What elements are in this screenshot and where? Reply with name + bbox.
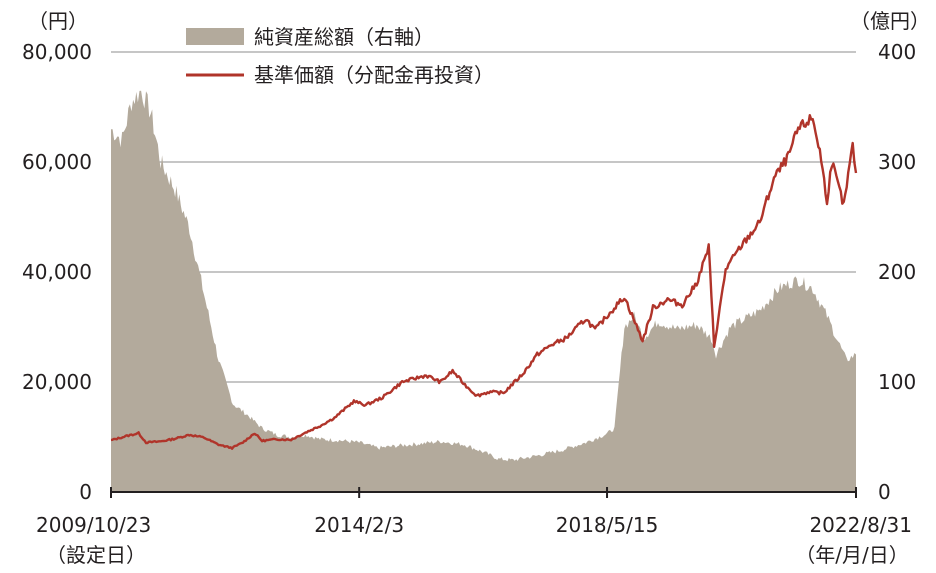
y-left-tick-label: 40,000 <box>22 260 92 284</box>
y-left-tick-label: 80,000 <box>22 40 92 64</box>
net-assets-area-layer <box>111 90 856 493</box>
nav-line-layer <box>110 114 858 450</box>
legend: 純資産総額（右軸） 基準価額（分配金再投資） <box>186 25 494 87</box>
x-tick-sublabel: （設定日） <box>46 543 146 567</box>
y-right-tick-label: 100 <box>878 370 916 394</box>
legend-label-nav: 基準価額（分配金再投資） <box>254 63 494 87</box>
axes: 0 20,000 40,000 60,000 80,000 0 100 200 300 400 20… <box>22 40 916 567</box>
y-right-tick-label: 200 <box>878 260 916 284</box>
y-left-tick-label: 20,000 <box>22 370 92 394</box>
y-left-tick-label: 60,000 <box>22 150 92 174</box>
right-axis-unit: （億円） <box>850 9 930 33</box>
y-right-tick-label: 400 <box>878 40 916 64</box>
x-tick-label: 2014/2/3 <box>314 513 404 537</box>
legend-label-net-assets: 純資産総額（右軸） <box>254 25 434 49</box>
nav-line <box>110 114 858 450</box>
x-tick-sublabel: （年/月/日） <box>795 543 908 567</box>
net-assets-area <box>111 90 856 493</box>
y-left-tick-label: 0 <box>79 480 92 504</box>
x-tick-label: 2009/10/23 <box>36 513 151 537</box>
left-axis-unit: （円） <box>28 9 88 33</box>
x-tick-label: 2018/5/15 <box>556 513 659 537</box>
legend-swatch-net-assets <box>186 28 244 45</box>
y-right-tick-label: 300 <box>878 150 916 174</box>
y-right-tick-label: 0 <box>878 480 891 504</box>
x-tick-label: 2022/8/31 <box>809 513 912 537</box>
